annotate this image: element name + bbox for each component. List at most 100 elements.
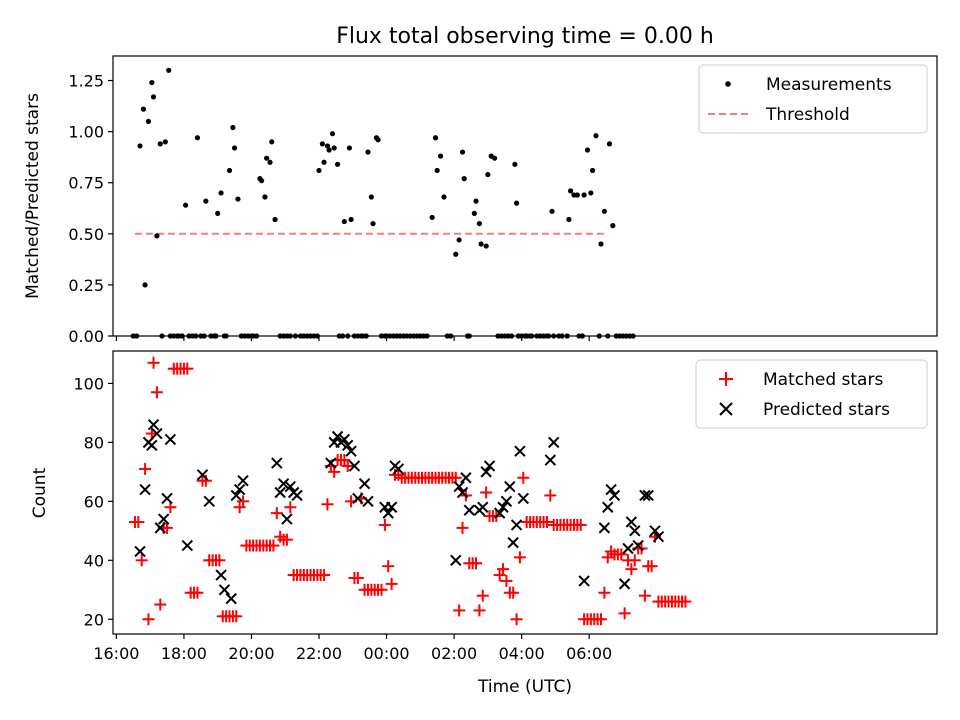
predicted-point [639, 489, 651, 502]
matched-point [351, 571, 364, 584]
measurement-point [348, 216, 354, 223]
ratio-plot-area [130, 67, 636, 339]
matched-point [382, 560, 395, 573]
x-tick-label: 02:00 [431, 644, 477, 663]
measurement-point [267, 159, 273, 165]
measurement-point [441, 194, 447, 200]
measurement-point [471, 210, 477, 216]
ratio-y-axis: 0.00 0.25 0.50 0.75 1.00 1.25 [68, 72, 113, 346]
predicted-point [385, 501, 398, 513]
y-tick-label: 80 [84, 433, 104, 452]
ratio-panel: Flux total observing time = 0.00 h Match… [23, 24, 938, 346]
predicted-point [652, 531, 665, 543]
measurement-point [473, 198, 479, 204]
predicted-point [281, 513, 293, 525]
predicted-point [500, 495, 513, 508]
predicted-point [480, 466, 492, 478]
predicted-point [477, 501, 489, 513]
predicted-point [271, 457, 283, 469]
predicted-point [338, 433, 351, 446]
measurement-point [368, 194, 374, 200]
predicted-point [392, 463, 405, 475]
measurement-point [262, 194, 268, 200]
count-axes-frame [112, 350, 938, 635]
measurement-point [264, 155, 270, 161]
measurement-point [492, 155, 498, 161]
y-tick-label: 0.75 [68, 174, 104, 193]
predicted-point [331, 430, 344, 443]
predicted-point [196, 469, 209, 481]
matched-point [328, 465, 341, 478]
x-tick-label: 04:00 [499, 644, 545, 663]
predicted-point [497, 501, 509, 513]
y-tick-label: 0.25 [68, 276, 104, 295]
predicted-point [157, 513, 170, 525]
predicted-point [230, 489, 242, 502]
predicted-point [341, 439, 354, 452]
measurement-point [456, 237, 462, 243]
y-tick-label: 20 [84, 610, 104, 629]
predicted-point [203, 495, 215, 508]
predicted-point [517, 492, 530, 505]
predicted-point [345, 445, 357, 457]
matched-point [540, 515, 553, 528]
matched-point [280, 533, 293, 546]
matched-point [618, 607, 631, 620]
predicted-point [161, 492, 173, 505]
predicted-point [147, 418, 160, 431]
predicted-point [151, 427, 163, 440]
predicted-point [483, 460, 496, 472]
predicted-point [139, 483, 151, 496]
predicted-point [325, 457, 337, 469]
measurement-point [150, 94, 157, 100]
measurement-point [215, 210, 221, 216]
predicted-point [358, 477, 371, 490]
measurement-point [235, 196, 241, 202]
matched-point [161, 521, 174, 534]
x-tick-label: 00:00 [363, 644, 409, 663]
y-tick-label: 1.00 [68, 123, 104, 142]
measurement-point [149, 79, 155, 86]
measurement-point [269, 139, 275, 145]
predicted-point [362, 495, 374, 508]
count-x-axis: 16:00 18:00 20:00 22:00 00:00 02:00 04:00 06:00 [93, 634, 612, 663]
measurement-point [574, 192, 580, 198]
x-tick-label: 22:00 [296, 644, 342, 663]
measurement-point [145, 118, 152, 125]
measurement-point [601, 208, 607, 214]
predicted-point [382, 507, 394, 519]
x-tick-label: 06:00 [566, 644, 612, 663]
measurement-point [319, 141, 325, 147]
matched-point [453, 604, 466, 617]
measurement-point [483, 243, 489, 249]
measurement-point [598, 241, 604, 247]
matched-point [615, 548, 628, 561]
measurement-point [334, 161, 341, 167]
predicted-point [544, 454, 557, 466]
measurement-point [162, 139, 168, 145]
legend-box [698, 64, 928, 134]
matched-point [385, 577, 398, 590]
matched-point [517, 471, 530, 484]
measurement-point [226, 167, 233, 174]
ratio-x-axis [115, 336, 590, 341]
matched-point [449, 471, 462, 484]
measurement-point [432, 135, 439, 141]
ratio-legend: Measurements Threshold [698, 64, 928, 134]
measurement-point [437, 153, 444, 159]
y-tick-label: 100 [73, 374, 104, 393]
matched-point [476, 589, 489, 602]
legend-marker-matched [719, 372, 733, 386]
y-axis-label: Count [30, 467, 50, 518]
matched-point [321, 498, 334, 511]
matched-point [628, 554, 641, 567]
predicted-point [618, 578, 631, 590]
predicted-point [510, 519, 523, 531]
predicted-point [181, 539, 194, 552]
predicted-point [642, 489, 654, 502]
legend-box [695, 359, 928, 429]
measurement-point [137, 143, 143, 149]
predicted-point [625, 516, 638, 528]
measurement-point [194, 135, 201, 141]
matched-point [267, 539, 280, 552]
